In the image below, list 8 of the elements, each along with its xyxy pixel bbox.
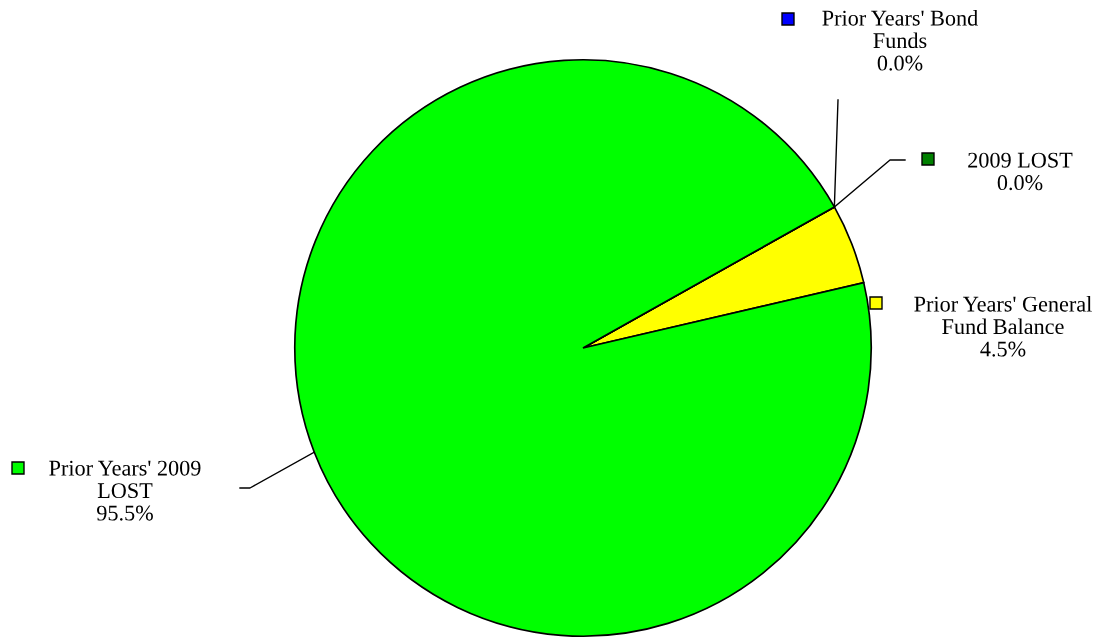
data-label: 4.5% [980, 341, 1026, 357]
data-label: 95.5% [97, 505, 153, 521]
legend-label: Prior Years' General Fund Balance [914, 296, 1092, 335]
text: 0.0% [997, 175, 1043, 191]
text: 0.0% [877, 55, 923, 71]
legend-label: 2009 LOST [968, 152, 1073, 168]
legend-label: Prior Years' 2009 LOST [49, 460, 201, 499]
legend-label: Prior Years' Bond Funds [822, 10, 978, 49]
